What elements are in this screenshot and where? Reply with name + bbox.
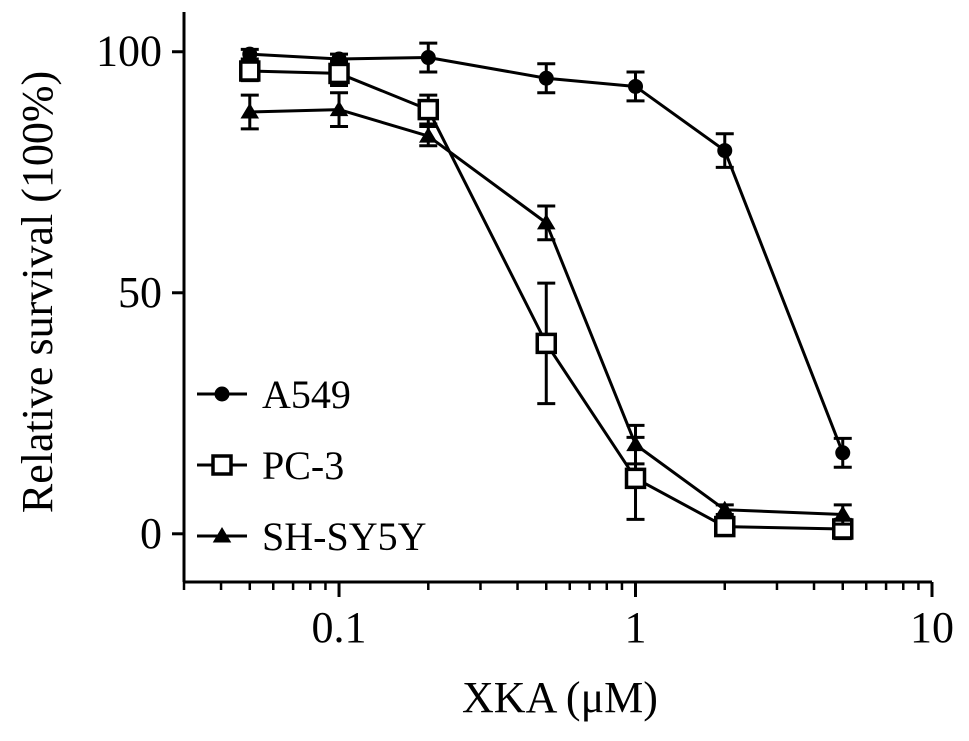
data-point-a549: [717, 143, 733, 159]
legend-label: A549: [262, 372, 351, 417]
legend: A549 PC-3 SH-SY5Y: [197, 372, 426, 559]
y-tick-label: 50: [118, 268, 162, 317]
x-tick-label: 10: [910, 603, 954, 652]
data-point-pc-3: [714, 515, 736, 538]
x-tick-label: 1: [625, 603, 647, 652]
legend-label: PC-3: [262, 443, 344, 488]
data-point-sh-sy5y: [240, 103, 260, 119]
legend-label: SH-SY5Y: [262, 514, 426, 559]
legend-item-pc-3: PC-3: [197, 443, 344, 488]
x-axis-label: XKA (μM): [462, 673, 658, 722]
data-point-a549: [538, 70, 554, 86]
y-tick-label: 0: [140, 509, 162, 558]
data-point-a549: [628, 78, 644, 94]
data-point-a549: [835, 445, 851, 461]
data-point-pc-3: [624, 467, 647, 490]
data-point-a549: [242, 46, 258, 62]
data-point-sh-sy5y: [536, 213, 556, 230]
legend-marker: [214, 386, 230, 402]
data-point-sh-sy5y: [833, 505, 853, 522]
y-axis-label: Relative survival (100%): [13, 71, 62, 513]
legend-item-sh-sy5y: SH-SY5Y: [197, 514, 426, 559]
data-point-sh-sy5y: [329, 100, 349, 117]
axes: 0 50 100 0.1 1 10: [96, 12, 954, 652]
data-point-pc-3: [417, 98, 440, 121]
legend-marker: [212, 527, 232, 543]
legend-item-a549: A549: [197, 372, 351, 417]
data-point-sh-sy5y: [715, 500, 735, 517]
x-tick-label: 0.1: [312, 603, 367, 652]
series-sh-sy5y: [240, 91, 853, 526]
data-point-sh-sy5y: [626, 435, 645, 452]
data-point-pc-3: [535, 332, 558, 355]
series-layer: [239, 41, 854, 541]
data-point-sh-sy5y: [418, 127, 438, 143]
data-point-pc-3: [239, 60, 261, 82]
data-point-pc-3: [328, 62, 350, 85]
legend-marker: [211, 454, 233, 476]
y-tick-label: 100: [96, 27, 162, 76]
data-point-a549: [420, 50, 436, 66]
